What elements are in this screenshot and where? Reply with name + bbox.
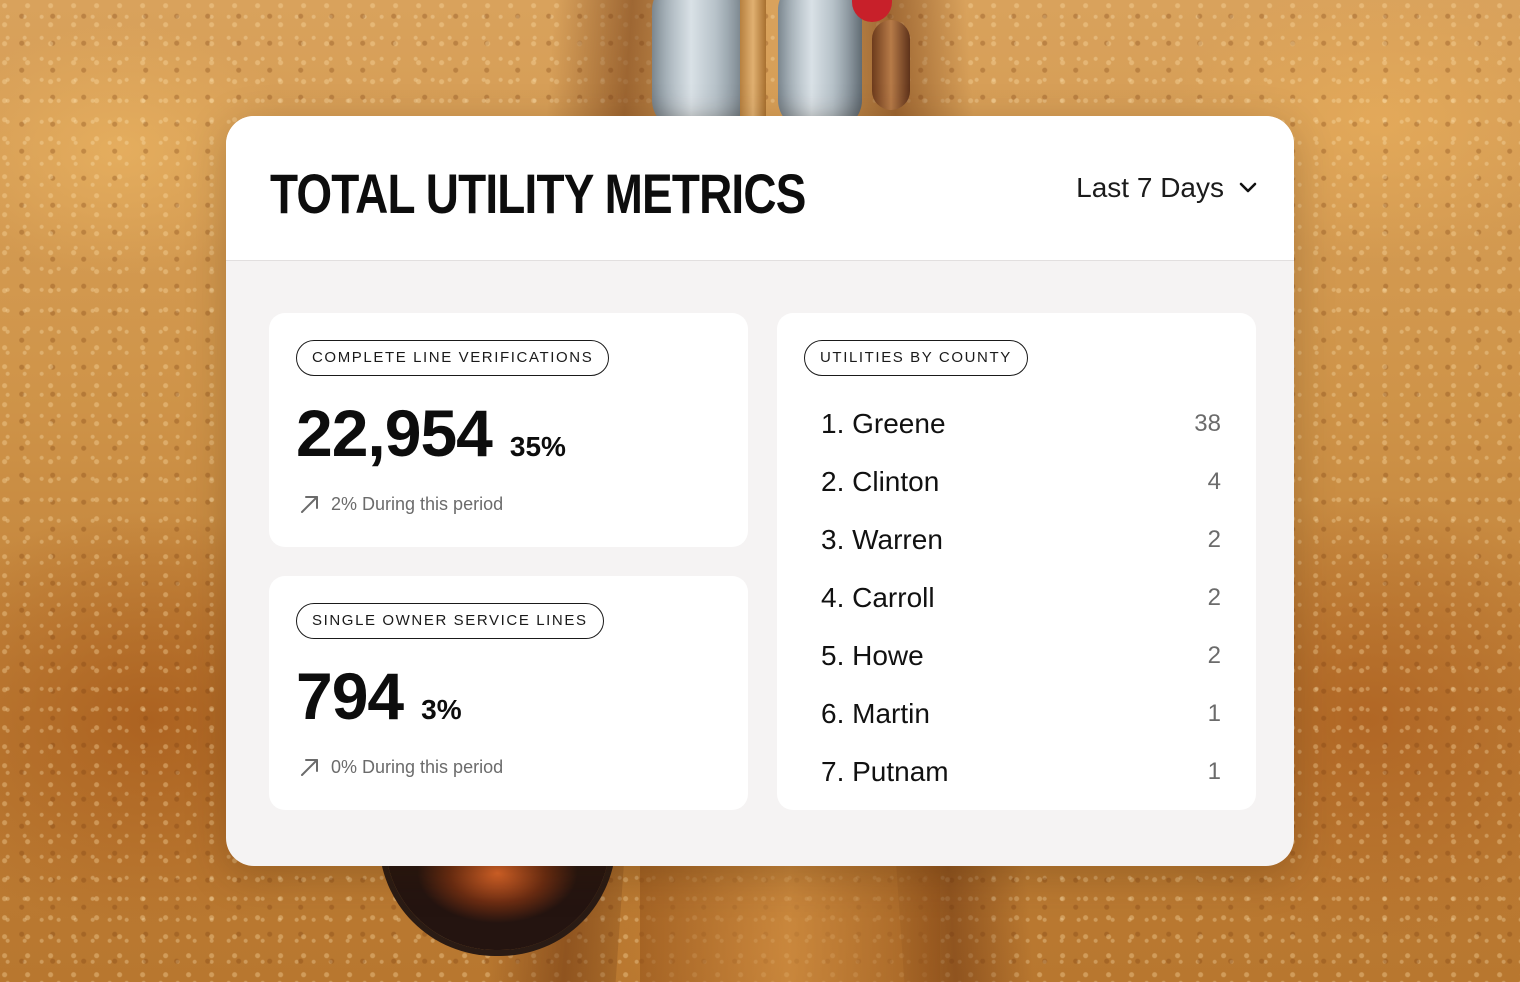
list-item: 5. Howe 2 <box>821 627 1221 685</box>
card-title: TOTAL UTILITY METRICS <box>270 162 806 225</box>
metric-percent: 35% <box>509 431 566 462</box>
metric-trend: 0% During this period <box>299 756 503 778</box>
metric-value: 794 <box>296 659 404 733</box>
county-panel: UTILITIES BY COUNTY 1. Greene 38 2. Clin… <box>777 313 1256 810</box>
county-count: 2 <box>1207 584 1221 611</box>
list-item: 1. Greene 38 <box>821 395 1221 453</box>
county-count: 2 <box>1207 526 1221 553</box>
county-count: 2 <box>1207 642 1221 669</box>
metric-value: 22,954 <box>296 396 493 470</box>
metric-percent: 3% <box>421 694 462 725</box>
trench-channel <box>640 860 940 982</box>
metric-trend-text: 2% During this period <box>331 493 504 514</box>
county-list: 1. Greene 38 2. Clinton 4 3. Warren 2 4.… <box>821 395 1221 801</box>
pipe-right <box>778 0 862 130</box>
list-item: 2. Clinton 4 <box>821 453 1221 511</box>
crane-hook <box>872 20 910 110</box>
wooden-plank <box>740 0 766 130</box>
metric-label-pill: COMPLETE LINE VERIFICATIONS <box>296 340 610 376</box>
county-name: 6. Martin <box>821 698 930 729</box>
utility-metrics-card: TOTAL UTILITY METRICS Last 7 Days COMPLE… <box>226 116 1294 866</box>
period-dropdown[interactable]: Last 7 Days <box>1076 168 1258 208</box>
county-count: 1 <box>1207 758 1221 785</box>
list-item: 7. Putnam 1 <box>821 743 1221 801</box>
metric-panel-single-owner-lines: SINGLE OWNER SERVICE LINES 794 3% 0% Dur… <box>269 576 748 810</box>
county-count: 1 <box>1207 700 1221 727</box>
arrow-up-right-icon <box>301 759 318 776</box>
list-item: 6. Martin 1 <box>821 685 1221 743</box>
period-selected-label: Last 7 Days <box>1076 172 1224 203</box>
metric-trend: 2% During this period <box>299 493 503 515</box>
metric-trend-text: 0% During this period <box>331 756 504 777</box>
metric-label-pill: SINGLE OWNER SERVICE LINES <box>296 603 604 639</box>
county-count: 4 <box>1207 468 1221 495</box>
metric-value-group: 794 3% <box>296 656 462 736</box>
county-name: 4. Carroll <box>821 582 935 613</box>
county-name: 5. Howe <box>821 640 924 671</box>
metric-panel-line-verifications: COMPLETE LINE VERIFICATIONS 22,954 35% 2… <box>269 313 748 547</box>
county-count: 38 <box>1194 410 1221 437</box>
list-item: 4. Carroll 2 <box>821 569 1221 627</box>
list-item: 3. Warren 2 <box>821 511 1221 569</box>
metric-value-group: 22,954 35% <box>296 393 566 473</box>
chevron-down-icon <box>1239 182 1257 193</box>
pipe-left <box>652 0 750 130</box>
arrow-up-right-icon <box>301 496 318 513</box>
county-label-pill: UTILITIES BY COUNTY <box>804 340 1028 376</box>
county-name: 7. Putnam <box>821 756 949 787</box>
county-name: 1. Greene <box>821 408 946 439</box>
red-valve <box>852 0 892 22</box>
card-header: TOTAL UTILITY METRICS Last 7 Days <box>226 116 1294 261</box>
county-name: 2. Clinton <box>821 466 940 497</box>
county-name: 3. Warren <box>821 524 943 555</box>
